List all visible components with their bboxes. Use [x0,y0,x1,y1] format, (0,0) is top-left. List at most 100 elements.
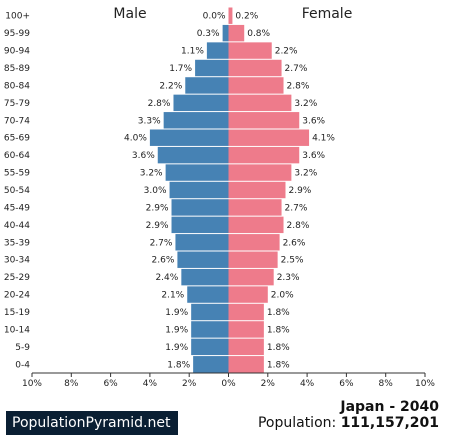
female-bar [228,321,264,338]
age-group-label: 0-4 [15,360,30,370]
age-group-label: 30-34 [4,256,30,266]
female-bar [228,164,292,181]
male-bar [163,112,229,129]
brand-logo[interactable]: PopulationPyramid.net [6,411,179,435]
population-total: Population: 111,157,201 [258,415,439,431]
male-value-label: 0.3% [197,29,220,39]
age-group-label: 20-24 [4,291,30,301]
male-value-label: 3.6% [132,151,155,161]
male-bar [191,338,229,356]
age-group-label: 10-14 [4,325,30,335]
x-tick-label: 2% [261,379,276,389]
male-value-label: 1.9% [165,343,188,353]
female-bar [228,7,233,24]
female-value-label: 2.8% [287,81,310,91]
female-value-label: 2.6% [283,238,306,248]
male-value-label: 1.1% [181,47,204,57]
female-value-label: 0.8% [247,29,270,39]
male-value-label: 2.9% [146,221,169,231]
female-bar [228,199,282,216]
age-group-label: 80-84 [4,81,30,91]
female-bar [228,356,264,373]
age-group-label: 45-49 [4,203,30,213]
female-bar [228,24,245,42]
population-label: Population: [257,415,337,431]
x-tick-label: 8% [64,379,79,389]
age-group-label: 100+ [5,12,30,22]
x-tick-label: 4% [143,379,158,389]
male-bar [222,24,229,42]
male-bar [169,181,229,199]
male-bar [191,321,229,338]
female-value-label: 2.3% [277,273,300,283]
female-value-label: 3.6% [302,116,325,126]
age-group-label: 95-99 [4,29,30,39]
male-value-label: 3.0% [144,186,167,196]
male-value-label: 3.3% [138,116,161,126]
female-bar [228,129,310,146]
age-group-label: 65-69 [4,134,30,144]
male-bar [173,94,229,112]
male-value-label: 2.7% [150,238,173,248]
male-value-label: 2.4% [155,273,178,283]
female-bar [228,338,264,356]
female-value-label: 1.8% [267,360,290,370]
female-value-label: 2.7% [285,203,308,213]
female-bar [228,112,300,129]
female-bar [228,77,284,94]
x-tick-label: 0% [221,379,236,389]
age-group-label: 15-19 [4,308,30,318]
male-value-label: 2.2% [159,81,182,91]
x-tick-label: 6% [339,379,354,389]
female-bar [228,251,278,268]
female-bar [228,286,268,303]
male-bar [195,59,229,77]
age-group-label: 55-59 [4,169,30,179]
male-bar [171,216,229,234]
female-value-label: 3.2% [294,99,317,109]
age-group-label: 75-79 [4,99,30,109]
male-value-label: 1.9% [165,308,188,318]
male-value-label: 4.0% [124,134,147,144]
male-bar [191,303,229,321]
male-value-label: 1.7% [169,64,192,74]
male-bar [193,356,229,373]
age-group-label: 90-94 [4,47,30,57]
female-value-label: 1.8% [267,308,290,318]
female-value-label: 1.8% [267,325,290,335]
female-value-label: 0.2% [235,12,258,22]
female-bar [228,181,286,199]
x-tick-label: 2% [182,379,197,389]
male-bar [206,42,229,59]
male-bar [187,286,229,303]
male-value-label: 1.8% [167,360,190,370]
x-tick-label: 8% [379,379,394,389]
female-bar [228,94,292,112]
female-value-label: 3.6% [302,151,325,161]
male-value-label: 1.9% [165,325,188,335]
male-value-label: 3.2% [140,169,163,179]
male-value-label: 0.0% [203,12,226,22]
male-bar [165,164,229,181]
age-group-label: 85-89 [4,64,30,74]
male-bar [149,129,229,146]
male-value-label: 2.9% [146,203,169,213]
male-value-label: 2.8% [148,99,171,109]
female-value-label: 2.7% [285,64,308,74]
age-group-label: 60-64 [4,151,30,161]
male-bar [175,234,229,251]
x-tick-label: 6% [103,379,118,389]
male-value-label: 2.6% [152,256,175,266]
age-group-label: 5-9 [15,343,30,353]
female-bar [228,268,274,286]
population-value: 111,157,201 [340,415,439,431]
age-group-label: 35-39 [4,238,30,248]
age-group-label: 25-29 [4,273,30,283]
female-bar [228,234,280,251]
female-value-label: 1.8% [267,343,290,353]
female-value-label: 2.0% [271,291,294,301]
female-bar [228,59,282,77]
female-value-label: 2.9% [288,186,311,196]
